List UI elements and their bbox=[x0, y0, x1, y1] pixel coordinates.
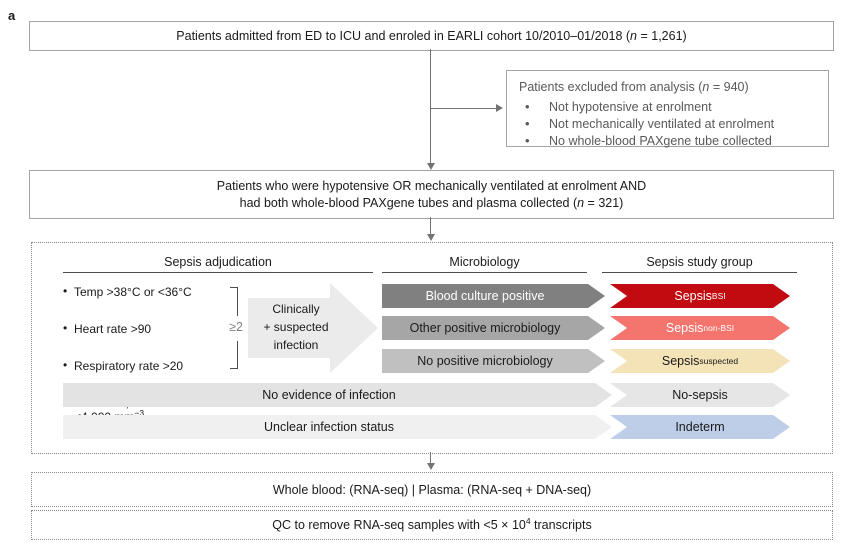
clinical-suspicion-arrow-body bbox=[248, 298, 331, 358]
arrowhead-down-2 bbox=[427, 234, 435, 241]
box-excluded-title: Patients excluded from analysis (n = 940… bbox=[519, 80, 749, 94]
underline-sepsis-study-group bbox=[602, 272, 797, 273]
connector-branch-exclusion bbox=[430, 108, 496, 109]
connector-line-1 bbox=[430, 49, 431, 163]
group-arrow-indeterm: Indeterm bbox=[610, 415, 790, 439]
arrowhead-right-exclusion bbox=[496, 104, 503, 112]
threshold-label: ≥2 bbox=[229, 320, 243, 334]
connector-line-3 bbox=[430, 452, 431, 463]
header-microbiology: Microbiology bbox=[449, 255, 520, 269]
header-sepsis-study-group: Sepsis study group bbox=[646, 255, 753, 269]
group-arrow-sepsis-suspected: Sepsis suspected bbox=[610, 349, 790, 373]
box-excluded: Patients excluded from analysis (n = 940… bbox=[506, 70, 829, 150]
group-arrow-sepsis-non-bsi: Sepsis non-BSI bbox=[610, 316, 790, 340]
row-no-evidence-infection: No evidence of infection bbox=[63, 383, 612, 407]
header-sepsis-adjudication: Sepsis adjudication bbox=[164, 255, 272, 269]
clinical-suspicion-label: Clinically + suspected infection bbox=[263, 302, 329, 352]
bracket-bottom bbox=[230, 341, 238, 369]
micro-arrow-other-positive: Other positive microbiology bbox=[382, 316, 605, 340]
micro-arrow-no-positive: No positive microbiology bbox=[382, 349, 605, 373]
box-enrolment: Patients admitted from ED to ICU and enr… bbox=[29, 21, 834, 51]
connector-line-2 bbox=[430, 217, 431, 234]
excluded-item: No whole-blood PAXgene tube collected bbox=[519, 132, 818, 150]
group-arrow-sepsis-bsi: Sepsis BSI bbox=[610, 284, 790, 308]
clinical-suspicion-arrow-head bbox=[330, 283, 378, 373]
sirs-criterion-resp-rate: Respiratory rate >20 bbox=[63, 358, 234, 373]
group-arrow-no-sepsis: No-sepsis bbox=[610, 383, 790, 407]
box-qc-text: QC to remove RNA-seq samples with <5 × 1… bbox=[272, 515, 592, 532]
underline-sepsis-adjudication bbox=[63, 272, 373, 273]
box-assays: Whole blood: (RNA-seq) | Plasma: (RNA-se… bbox=[31, 472, 833, 507]
box-qc: QC to remove RNA-seq samples with <5 × 1… bbox=[31, 510, 833, 540]
row-unclear-infection: Unclear infection status bbox=[63, 415, 612, 439]
panel-label: a bbox=[8, 8, 16, 23]
micro-arrow-blood-culture: Blood culture positive bbox=[382, 284, 605, 308]
excluded-item: Not mechanically ventilated at enrolment bbox=[519, 115, 818, 133]
sirs-criterion-heart-rate: Heart rate >90 bbox=[63, 321, 234, 336]
box-eligible-text: Patients who were hypotensive OR mechani… bbox=[216, 178, 647, 210]
box-enrolment-text: Patients admitted from ED to ICU and enr… bbox=[176, 28, 687, 43]
arrowhead-down-1 bbox=[427, 163, 435, 170]
arrowhead-down-3 bbox=[427, 463, 435, 470]
underline-microbiology bbox=[382, 272, 587, 273]
bracket-top bbox=[230, 287, 238, 316]
excluded-item: Not hypotensive at enrolment bbox=[519, 98, 818, 116]
sirs-criterion-temp: Temp >38°C or <36°C bbox=[63, 284, 234, 299]
box-eligible: Patients who were hypotensive OR mechani… bbox=[29, 170, 834, 219]
